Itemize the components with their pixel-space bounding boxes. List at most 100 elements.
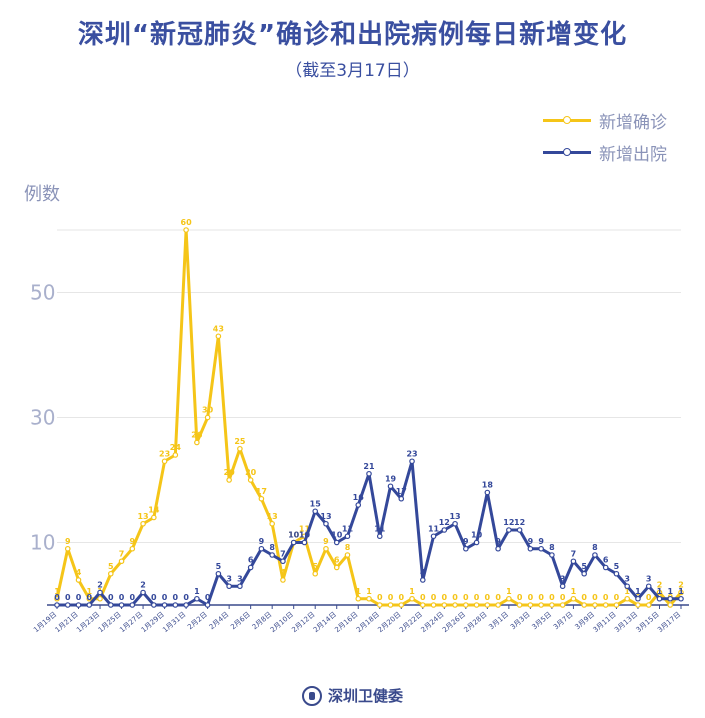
data-label: 4 <box>420 568 426 577</box>
data-label: 0 <box>76 593 82 602</box>
data-label: 25 <box>234 437 246 446</box>
data-point <box>140 589 146 596</box>
data-point <box>75 577 82 583</box>
data-point <box>172 452 179 458</box>
data-label: 12 <box>439 518 450 527</box>
data-label: 0 <box>86 593 92 602</box>
data-label: 11 <box>428 524 440 533</box>
data-label: 0 <box>442 593 448 602</box>
data-label: 0 <box>485 593 491 602</box>
data-label: 17 <box>256 487 267 496</box>
data-label: 13 <box>449 512 460 521</box>
health-commission-logo-icon <box>301 685 322 706</box>
data-point <box>376 602 383 608</box>
data-label: 20 <box>245 468 257 477</box>
data-point <box>140 520 146 527</box>
data-point <box>204 602 211 608</box>
data-label: 1 <box>571 587 577 596</box>
data-label: 11 <box>299 524 311 533</box>
data-point <box>366 595 372 602</box>
x-tick-label: 2月14日 <box>312 610 338 634</box>
data-label: 1 <box>506 587 512 596</box>
legend-swatch-discharged <box>543 147 591 156</box>
data-label: 3 <box>560 574 566 583</box>
data-label: 6 <box>248 556 254 565</box>
x-tick-label: 1月27日 <box>118 610 144 634</box>
data-point <box>581 570 587 577</box>
data-point <box>656 595 663 602</box>
y-tick-label: 10 <box>30 531 55 555</box>
footer: 深圳卫健委 <box>0 685 705 706</box>
x-tick-label: 1月25日 <box>97 610 123 634</box>
data-point <box>592 602 598 608</box>
data-label: 0 <box>463 593 469 602</box>
data-point <box>645 583 652 590</box>
data-label: 14 <box>148 506 160 515</box>
data-point <box>409 595 415 602</box>
data-label: 26 <box>191 431 203 440</box>
data-label: 5 <box>614 562 620 571</box>
data-label: 4 <box>76 568 82 577</box>
data-label: 2 <box>140 581 146 590</box>
data-point <box>344 552 351 558</box>
x-tick-label: 3月11日 <box>592 610 618 634</box>
data-label: 8 <box>592 543 598 552</box>
data-label: 0 <box>388 593 394 602</box>
data-label: 5 <box>216 562 222 571</box>
data-label: 0 <box>162 593 168 602</box>
data-label: 13 <box>267 512 278 521</box>
data-point <box>398 602 405 608</box>
data-point <box>226 583 232 590</box>
data-label: 0 <box>528 593 534 602</box>
data-point <box>570 595 577 602</box>
data-label: 2 <box>678 581 684 590</box>
data-point <box>527 602 534 608</box>
data-point <box>366 470 372 477</box>
data-label: 0 <box>495 593 501 602</box>
data-point <box>301 539 308 546</box>
data-point <box>656 589 663 596</box>
x-tick-label: 2月12日 <box>290 610 316 634</box>
data-point <box>129 545 136 552</box>
data-label: 19 <box>385 474 397 483</box>
data-point <box>64 602 71 608</box>
data-label: 12 <box>503 518 514 527</box>
data-label: 0 <box>173 593 179 602</box>
data-label: 0 <box>54 593 60 602</box>
data-point <box>237 445 243 452</box>
data-label: 10 <box>471 531 483 540</box>
data-label: 1 <box>86 587 92 596</box>
x-tick-label: 1月19日 <box>32 610 58 634</box>
data-point <box>237 583 243 590</box>
y-axis-label: 例数 <box>24 184 60 205</box>
data-point <box>172 602 179 608</box>
data-label: 1 <box>366 587 372 596</box>
legend-label-confirmed: 新增确诊 <box>599 112 667 133</box>
data-point <box>194 439 200 446</box>
data-label: 17 <box>396 487 407 496</box>
data-label: 1 <box>194 587 200 596</box>
data-point <box>678 595 684 602</box>
data-point <box>484 602 491 608</box>
x-tick-label: 2月24日 <box>419 610 445 634</box>
line-chart: 1030501月19日1月21日1月23日1月25日1月27日1月29日1月31… <box>30 218 689 634</box>
data-label: 1 <box>667 587 673 596</box>
data-point <box>570 558 577 565</box>
data-label: 0 <box>452 593 458 602</box>
data-point <box>602 564 609 571</box>
data-label: 0 <box>474 593 480 602</box>
chart-subtitle: （截至3月17日） <box>285 61 420 81</box>
data-label: 0 <box>398 593 404 602</box>
data-point <box>129 602 136 608</box>
data-label: 0 <box>420 593 426 602</box>
data-point <box>506 595 512 602</box>
legend-marker-discharged <box>563 147 571 156</box>
data-label: 1 <box>355 587 361 596</box>
x-tick-label: 2月28日 <box>463 610 489 634</box>
data-point <box>344 533 351 540</box>
data-point <box>280 558 286 565</box>
data-point <box>635 595 641 602</box>
data-point <box>559 583 566 590</box>
data-label: 6 <box>603 556 609 565</box>
data-point <box>624 583 631 590</box>
